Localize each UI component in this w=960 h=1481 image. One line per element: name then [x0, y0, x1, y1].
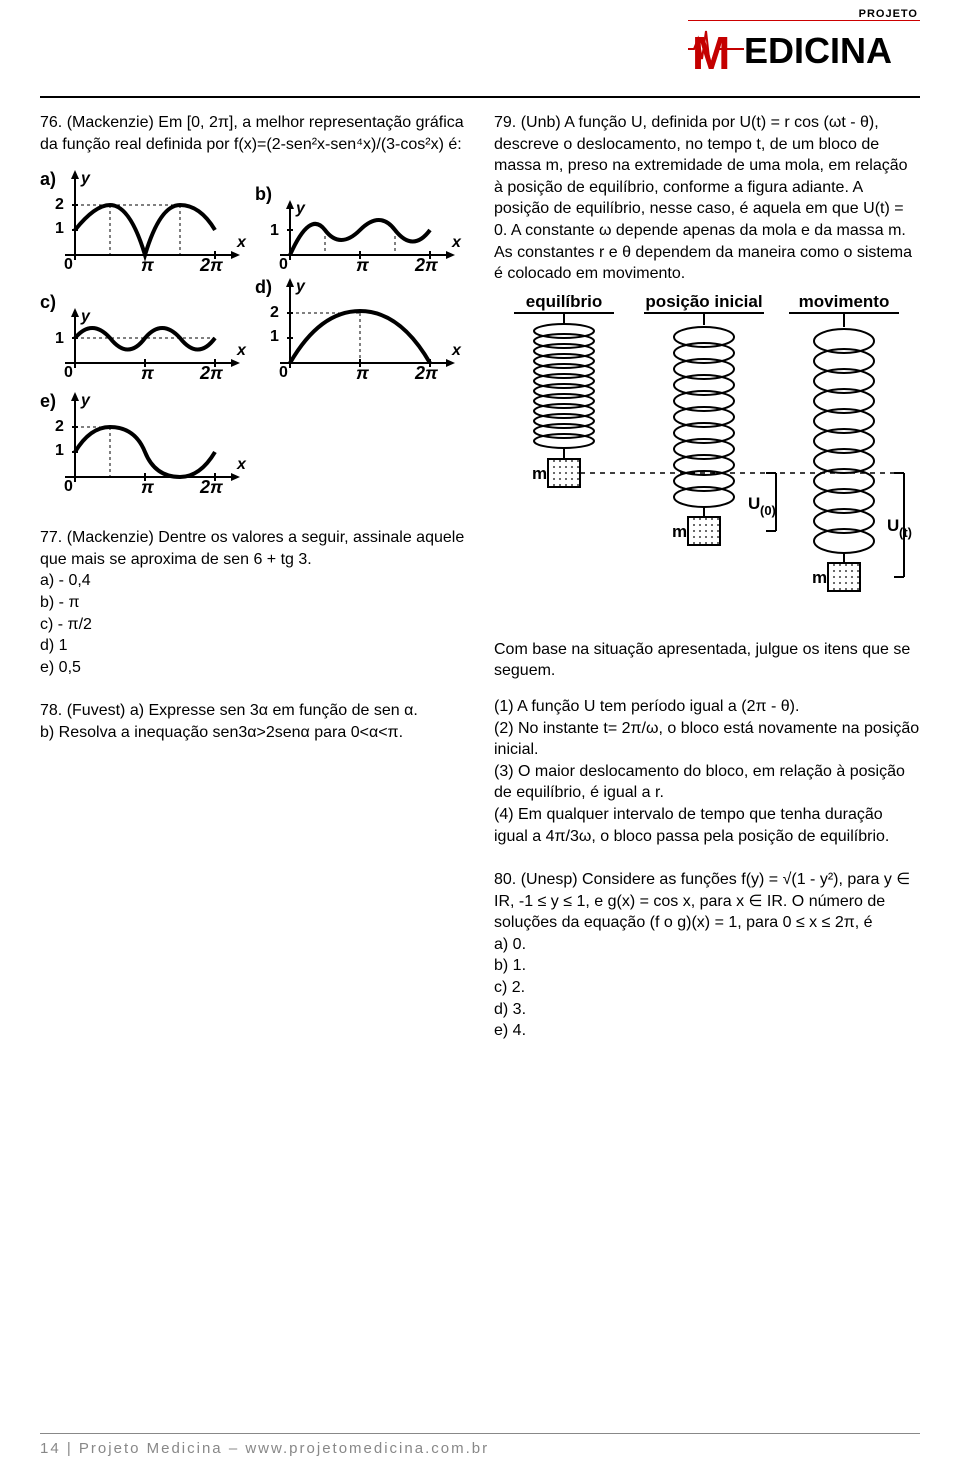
q76-prefix: 76. (Mackenzie) [40, 114, 158, 131]
footer-project: Projeto Medicina [79, 1440, 223, 1457]
q78-a: a) Expresse sen 3α em função de sen α. [130, 702, 418, 719]
logo-main: M EDICINA [688, 19, 920, 71]
logo-text: EDICINA [744, 33, 892, 69]
svg-text:d): d) [255, 277, 272, 297]
page-footer: 14 | Projeto Medicina – www.projetomedic… [0, 1433, 960, 1457]
q77-opt-b: b) - π [40, 592, 466, 614]
q79-body: A função U, definida por U(t) = r cos (ω… [494, 114, 912, 282]
q80-text: 80. (Unesp) Considere as funções f(y) = … [494, 869, 920, 934]
logo-m-icon: M [688, 19, 744, 71]
svg-text:equilíbrio: equilíbrio [526, 292, 603, 311]
q80-opt-a: a) 0. [494, 934, 920, 956]
q76-graphs-svg: 2 1 0 π 2π y x [40, 165, 470, 505]
svg-text:m: m [812, 568, 827, 587]
q77-options: a) - 0,4 b) - π c) - π/2 d) 1 e) 0,5 [40, 570, 466, 678]
q77-text: 77. (Mackenzie) Dentre os valores a segu… [40, 527, 466, 570]
content-columns: 76. (Mackenzie) Em [0, 2π], a melhor rep… [0, 98, 960, 1064]
svg-text:b): b) [255, 184, 272, 204]
question-77: 77. (Mackenzie) Dentre os valores a segu… [40, 527, 466, 678]
svg-text:m: m [532, 464, 547, 483]
question-78: 78. (Fuvest) a) Expresse sen 3α em funçã… [40, 700, 466, 743]
q79-item-2: (2) No instante t= 2π/ω, o bloco está no… [494, 718, 920, 761]
q78-prefix: 78. (Fuvest) [40, 702, 130, 719]
q79-items: (1) A função U tem período igual a (2π -… [494, 696, 920, 847]
svg-text:m: m [672, 522, 687, 541]
q79-followup: Com base na situação apresentada, julgue… [494, 639, 920, 682]
svg-text:c): c) [40, 292, 56, 312]
svg-text:U: U [887, 516, 899, 535]
q77-opt-e: e) 0,5 [40, 657, 466, 679]
q78-line-a: 78. (Fuvest) a) Expresse sen 3α em funçã… [40, 700, 466, 722]
q78-line-b: b) Resolva a inequação sen3α>2senα para … [40, 722, 466, 744]
q80-opt-b: b) 1. [494, 955, 920, 977]
q80-opt-e: e) 4. [494, 1020, 920, 1042]
svg-text:U: U [748, 494, 760, 513]
footer-url: www.projetomedicina.com.br [245, 1440, 489, 1457]
question-79: 79. (Unb) A função U, definida por U(t) … [494, 112, 920, 847]
q79-item-3: (3) O maior deslocamento do bloco, em re… [494, 761, 920, 804]
q77-opt-d: d) 1 [40, 635, 466, 657]
footer-text: 14 | Projeto Medicina – www.projetomedic… [0, 1440, 960, 1457]
svg-text:e): e) [40, 391, 56, 411]
q79-item-1: (1) A função U tem período igual a (2π -… [494, 696, 920, 718]
question-80: 80. (Unesp) Considere as funções f(y) = … [494, 869, 920, 1042]
footer-dash: – [223, 1440, 246, 1457]
q80-opt-d: d) 3. [494, 999, 920, 1021]
right-column: 79. (Unb) A função U, definida por U(t) … [494, 112, 920, 1064]
page-header: PROJETO M EDICINA [0, 0, 960, 96]
logo: PROJETO M EDICINA [688, 8, 920, 71]
q77-opt-a: a) - 0,4 [40, 570, 466, 592]
question-76: 76. (Mackenzie) Em [0, 2π], a melhor rep… [40, 112, 466, 505]
svg-text:(0): (0) [760, 503, 776, 518]
q79-item-4: (4) Em qualquer intervalo de tempo que t… [494, 804, 920, 847]
q80-options: a) 0. b) 1. c) 2. d) 3. e) 4. [494, 934, 920, 1042]
svg-text:a): a) [40, 169, 56, 189]
q79-figure: equilíbrio [494, 291, 920, 631]
q80-prefix: 80. (Unesp) [494, 871, 582, 888]
q76-text: 76. (Mackenzie) Em [0, 2π], a melhor rep… [40, 112, 466, 155]
q80-opt-c: c) 2. [494, 977, 920, 999]
svg-text:movimento: movimento [799, 292, 890, 311]
q77-prefix: 77. (Mackenzie) [40, 529, 158, 546]
q76-graphs: 2 1 0 π 2π y x [40, 165, 466, 505]
svg-text:M: M [692, 27, 730, 71]
footer-sep: | [61, 1440, 79, 1457]
svg-text:posição inicial: posição inicial [645, 292, 762, 311]
svg-text:(t): (t) [899, 525, 912, 540]
q79-text: 79. (Unb) A função U, definida por U(t) … [494, 112, 920, 285]
footer-page: 14 [40, 1440, 61, 1457]
q77-opt-c: c) - π/2 [40, 614, 466, 636]
footer-rule [40, 1433, 920, 1434]
q79-figure-svg: equilíbrio [494, 291, 924, 631]
left-column: 76. (Mackenzie) Em [0, 2π], a melhor rep… [40, 112, 466, 1064]
q79-prefix: 79. (Unb) [494, 114, 564, 131]
